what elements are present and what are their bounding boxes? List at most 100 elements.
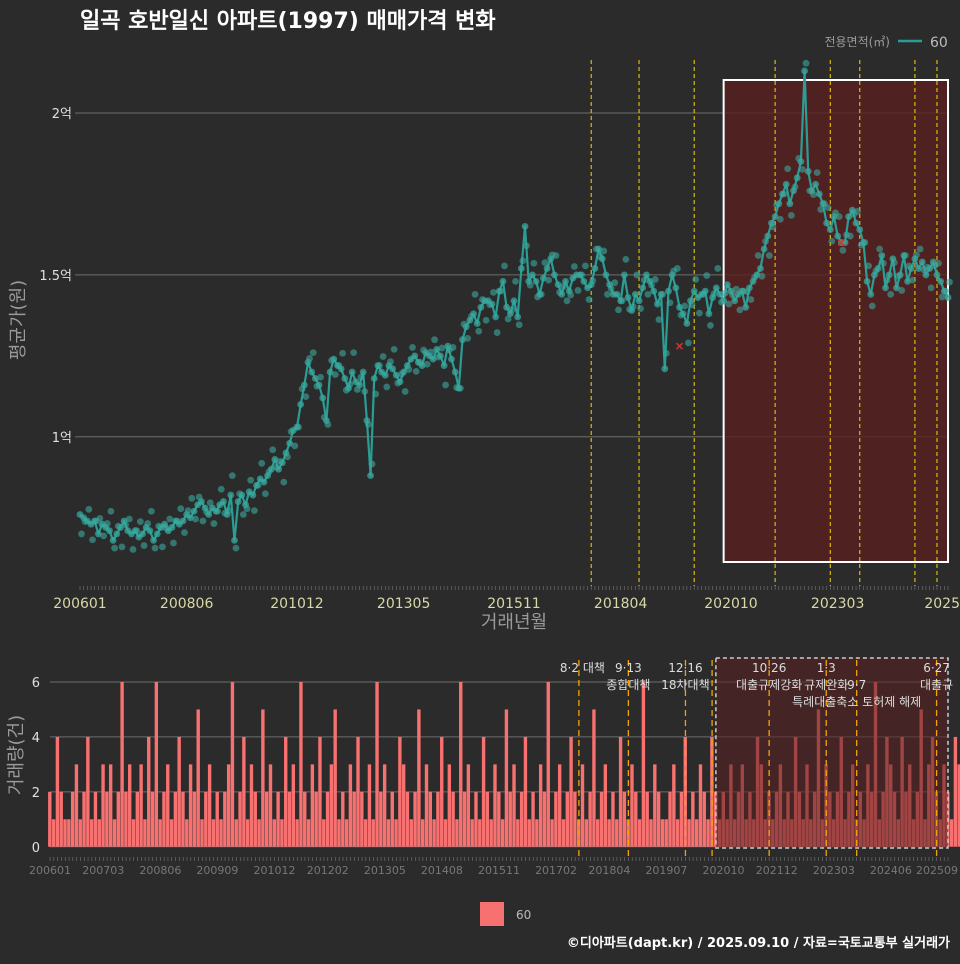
- volume-bar: [497, 791, 501, 847]
- volume-bar: [314, 791, 318, 847]
- volume-bar: [287, 791, 292, 847]
- price-point: [473, 320, 481, 327]
- price-point: [725, 300, 733, 308]
- policy-annotation-label: 특례대출축소 토허제 해제: [792, 695, 921, 709]
- price-x-tick-label: 201305: [377, 596, 430, 612]
- price-point: [423, 360, 431, 368]
- price-point: [125, 515, 133, 523]
- price-point: [661, 365, 669, 373]
- volume-bar: [306, 819, 311, 847]
- price-point: [543, 265, 551, 272]
- volume-x-tick-label: 202112: [756, 864, 798, 877]
- price-point: [559, 283, 567, 290]
- price-point: [937, 277, 945, 285]
- volume-bar: [280, 819, 284, 847]
- price-point: [640, 276, 648, 284]
- volume-bar: [223, 791, 227, 847]
- price-x-tick-label: 2025: [924, 596, 960, 612]
- price-point: [651, 276, 659, 283]
- price-point: [106, 527, 113, 535]
- price-point: [523, 242, 530, 250]
- price-point: [607, 285, 615, 292]
- price-point: [683, 320, 691, 327]
- credit-text: ©디아파트(dapt.kr) / 2025.09.10 / 자료=국토교통부 실…: [567, 935, 950, 951]
- price-point: [944, 294, 952, 301]
- price-point: [140, 542, 148, 549]
- price-point: [117, 524, 124, 531]
- price-point: [462, 323, 470, 331]
- price-point: [269, 446, 277, 454]
- volume-bar: [413, 791, 417, 847]
- price-point: [330, 355, 338, 363]
- volume-bar: [135, 791, 140, 847]
- price-point: [644, 290, 652, 298]
- price-point: [431, 336, 438, 344]
- policy-annotation-label: 18차대책: [661, 677, 709, 692]
- volume-bar: [550, 819, 554, 847]
- volume-bar: [82, 791, 86, 847]
- volume-bar: [634, 791, 638, 847]
- volume-bar: [523, 736, 528, 847]
- price-point: [317, 373, 324, 381]
- price-point: [624, 294, 632, 301]
- volume-bar: [48, 791, 52, 847]
- price-point: [901, 252, 909, 259]
- price-point: [217, 485, 225, 493]
- outlier-marker: [675, 342, 684, 350]
- price-point: [475, 327, 483, 335]
- price-point: [508, 306, 516, 314]
- price-point: [286, 439, 294, 447]
- price-point: [673, 265, 681, 272]
- price-point: [368, 460, 376, 468]
- volume-bar: [447, 764, 452, 847]
- volume-x-tick-label: 201305: [364, 864, 406, 877]
- volume-bar: [341, 791, 345, 847]
- price-point: [346, 380, 354, 388]
- price-x-tick-label: 201804: [594, 596, 648, 612]
- volume-bar: [603, 764, 608, 847]
- policy-annotation-label: 12·16: [668, 661, 702, 675]
- volume-bar: [599, 791, 604, 847]
- price-point: [643, 271, 650, 279]
- price-point: [389, 365, 397, 373]
- price-point: [512, 277, 519, 285]
- volume-bar: [512, 764, 516, 847]
- volume-plot: 0 2 4 6 8·2 대책 9·13 종합대책 12·16 18차대책 10·26 대출규제강화 1…: [6, 657, 960, 877]
- price-point: [942, 287, 950, 295]
- volume-bar: [493, 764, 497, 847]
- price-point: [390, 345, 398, 353]
- price-point: [111, 544, 119, 552]
- volume-bar: [531, 791, 535, 847]
- price-point: [107, 507, 115, 515]
- price-point: [210, 520, 218, 527]
- volume-x-tick-label: 202010: [703, 864, 745, 877]
- price-point: [648, 281, 655, 289]
- price-point: [136, 518, 144, 526]
- price-point: [94, 530, 102, 538]
- price-y-tick-label: 2억: [52, 107, 72, 122]
- price-point: [545, 276, 553, 284]
- price-point: [600, 247, 608, 255]
- volume-bar: [656, 791, 661, 847]
- volume-bar: [295, 819, 299, 847]
- price-point: [757, 265, 764, 272]
- volume-bar: [162, 791, 166, 847]
- price-point: [946, 278, 953, 286]
- price-point: [459, 336, 466, 344]
- volume-y-axis-title: 거래량(건): [6, 715, 27, 795]
- price-point: [896, 271, 904, 279]
- price-point: [122, 521, 130, 529]
- price-point: [515, 321, 523, 329]
- price-point: [745, 284, 753, 292]
- price-point: [938, 293, 946, 301]
- volume-bar: [500, 819, 505, 847]
- price-point: [153, 530, 161, 538]
- volume-bar: [424, 764, 429, 847]
- volume-bar: [226, 764, 231, 847]
- bottom-legend: 60: [480, 902, 531, 926]
- price-point: [540, 274, 547, 282]
- volume-x-tick-label: 201202: [307, 864, 349, 877]
- price-point: [234, 498, 242, 505]
- price-point: [181, 529, 188, 537]
- volume-bar: [417, 709, 421, 847]
